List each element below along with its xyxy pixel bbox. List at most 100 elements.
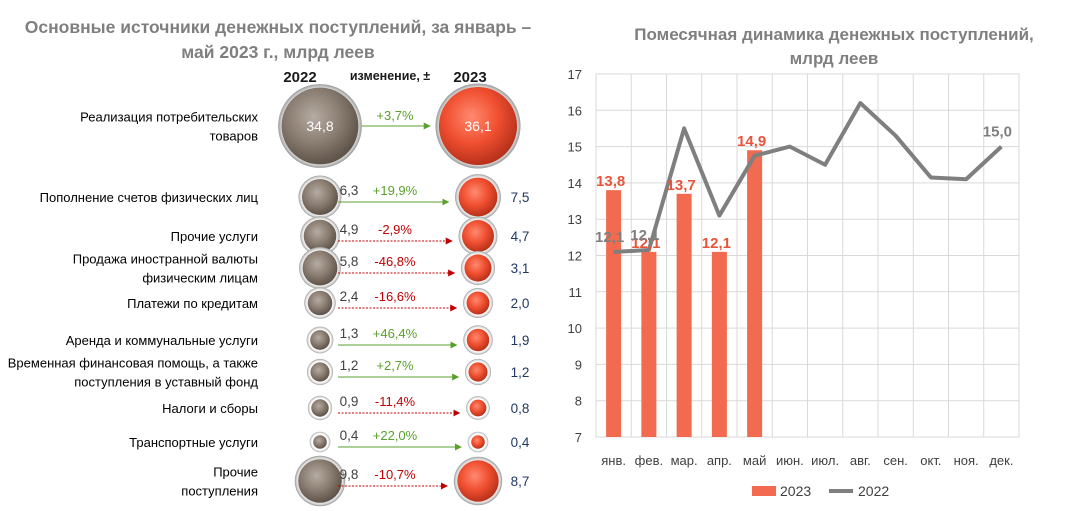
- y-tick-label: 14: [568, 176, 582, 191]
- bubble-2023: [461, 219, 495, 253]
- line-value-label: 12,1: [595, 229, 624, 246]
- change-label: -10,7%: [374, 467, 416, 482]
- bubble-2022: [281, 87, 359, 165]
- y-tick-label: 11: [569, 285, 583, 300]
- legend-swatch-2023: [752, 486, 776, 496]
- row-label: товаров: [210, 129, 258, 144]
- change-label: +19,9%: [373, 183, 418, 198]
- value-2023: 1,2: [511, 365, 530, 380]
- row-label: Реализация потребительских: [80, 110, 258, 125]
- value-2023: 1,9: [511, 333, 530, 348]
- x-tick-label: май: [743, 453, 766, 468]
- row-label: Прочие услуги: [171, 229, 258, 244]
- value-2023: 7,5: [511, 190, 530, 205]
- bubble-2023: [471, 435, 485, 449]
- legend-label-2022: 2022: [858, 483, 889, 499]
- bubble-2023: [466, 291, 490, 315]
- value-2022: 0,9: [340, 394, 359, 409]
- x-tick-label: янв.: [601, 453, 626, 468]
- x-tick-label: ноя.: [954, 453, 979, 468]
- change-label: +22,0%: [373, 428, 418, 443]
- row-label: поступления в уставный фонд: [74, 375, 258, 390]
- value-2022: 5,8: [340, 254, 359, 269]
- value-2023: 36,1: [464, 118, 491, 134]
- bubble-2022: [307, 290, 333, 316]
- line-2022: [613, 101, 1003, 254]
- bar-2023: [711, 251, 727, 437]
- y-tick-label: 12: [568, 249, 582, 264]
- value-2023: 2,0: [511, 296, 530, 311]
- bubble-row: Аренда и коммунальные услуги 1,3 1,9 +46,4%: [66, 325, 530, 355]
- value-2022: 2,4: [340, 289, 359, 304]
- x-tick-label: мар.: [671, 453, 698, 468]
- y-tick-label: 16: [568, 103, 582, 118]
- bubble-2023: [466, 328, 490, 352]
- bubble-row: Прочие услуги 4,9 4,7 -2,9%: [171, 216, 529, 256]
- value-2023: 0,4: [511, 435, 530, 450]
- bubble-2022: [301, 178, 339, 216]
- value-2022: 34,8: [306, 118, 333, 134]
- line-value-label: 12,1: [630, 227, 659, 244]
- bubble-row: Платежи по кредитам 2,4 2,0 -16,6%: [127, 287, 529, 319]
- right-panel: Помесячная динамика денежных поступлений…: [568, 25, 1034, 499]
- value-2023: 8,7: [511, 474, 530, 489]
- change-label: +2,7%: [376, 358, 414, 373]
- column-header-2022: 2022: [283, 69, 316, 86]
- x-tick-label: фев.: [635, 453, 663, 468]
- legend-label-2023: 2023: [780, 483, 811, 499]
- x-tick-label: дек.: [989, 453, 1013, 468]
- row-label: Налоги и сборы: [162, 401, 258, 416]
- line-value-label: 15,0: [983, 124, 1012, 141]
- row-label: Временная финансовая помощь, а также: [8, 356, 258, 371]
- column-header-change: изменение, ±: [350, 69, 430, 83]
- row-label: Аренда и коммунальные услуги: [66, 333, 258, 348]
- left-panel: Основные источники денежных поступлений,…: [8, 17, 532, 507]
- change-label: -2,9%: [378, 222, 412, 237]
- bubble-2022: [310, 330, 330, 350]
- y-tick-label: 10: [568, 321, 582, 336]
- bar-2023: [747, 150, 763, 438]
- bar-value-label: 14,9: [737, 133, 766, 150]
- row-label: Продажа иностранной валюты: [73, 252, 258, 267]
- bubble-2023: [469, 399, 487, 417]
- bar-value-label: 13,7: [667, 177, 696, 194]
- change-label: +46,4%: [373, 326, 418, 341]
- x-tick-label: июн.: [776, 453, 804, 468]
- bubble-2022: [303, 219, 337, 253]
- value-2022: 4,9: [340, 222, 359, 237]
- row-label: физическим лицам: [142, 271, 258, 286]
- y-tick-label: 8: [575, 394, 582, 409]
- right-title-line1: Помесячная динамика денежных поступлений…: [634, 25, 1034, 44]
- row-label: поступления: [181, 484, 258, 499]
- y-tick-label: 17: [568, 67, 582, 82]
- value-2022: 6,3: [340, 183, 359, 198]
- x-tick-label: апр.: [707, 453, 732, 468]
- bubble-2023: [464, 254, 492, 282]
- value-2023: 0,8: [511, 401, 530, 416]
- bar-2023: [606, 190, 622, 437]
- change-label: +3,7%: [376, 108, 414, 123]
- x-tick-label: окт.: [920, 453, 941, 468]
- row-label: Прочие: [213, 465, 258, 480]
- bubble-2022: [302, 250, 338, 286]
- bubble-2022: [313, 435, 327, 449]
- bubble-2022: [311, 399, 329, 417]
- bubble-row: Налоги и сборы 0,9 0,8 -11,4%: [162, 394, 530, 421]
- bubble-2023: [457, 460, 499, 502]
- row-label: Пополнение счетов физических лиц: [40, 190, 259, 205]
- bubble-row: Прочие поступления 9,8 8,7 -10,7%: [181, 455, 530, 507]
- change-label: -16,6%: [374, 289, 416, 304]
- bubble-rows: Реализация потребительских товаров 34,8 36,…: [8, 83, 530, 507]
- x-tick-label: авг.: [850, 453, 871, 468]
- y-tick-label: 13: [568, 212, 582, 227]
- value-2022: 1,2: [340, 358, 359, 373]
- bubble-row: Продажа иностранной валюты физическим лиц…: [73, 247, 529, 289]
- bubble-2022: [298, 459, 342, 503]
- left-title-line1: Основные источники денежных поступлений,…: [25, 17, 532, 37]
- bubble-2023: [438, 86, 518, 166]
- bubble-2022: [310, 362, 330, 382]
- bubble-row: Транспортные услуги 0,4 0,4 +22,0%: [129, 428, 530, 453]
- change-label: -46,8%: [374, 254, 416, 269]
- column-header-2023: 2023: [453, 69, 486, 86]
- bubble-row: Реализация потребительских товаров 34,8 36,…: [80, 83, 521, 169]
